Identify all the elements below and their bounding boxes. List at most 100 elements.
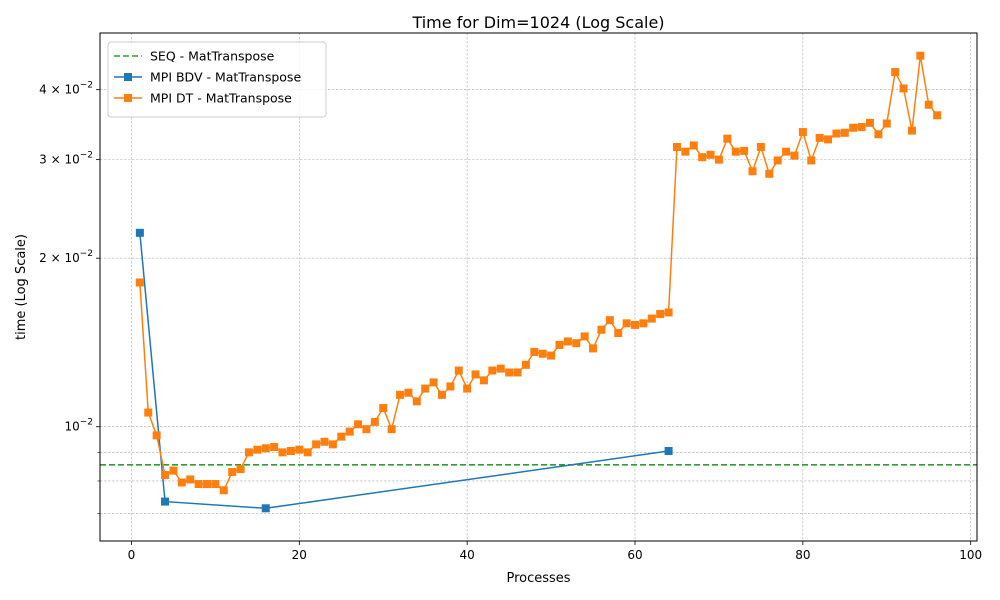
mpi-dt-mattranspose-point	[345, 427, 354, 436]
mpi-dt-mattranspose-point	[924, 100, 933, 109]
mpi-dt-mattranspose-point	[563, 337, 572, 346]
mpi-dt-mattranspose-point	[454, 366, 463, 375]
mpi-dt-mattranspose-point	[295, 445, 304, 454]
mpi-dt-mattranspose-point	[740, 146, 749, 155]
mpi-dt-mattranspose-point	[656, 309, 665, 318]
mpi-dt-mattranspose-point	[547, 351, 556, 360]
x-tick-label: 20	[292, 548, 307, 562]
mpi-dt-mattranspose-point	[664, 308, 673, 317]
mpi-dt-mattranspose-point	[605, 316, 614, 325]
mpi-dt-mattranspose-point	[723, 134, 732, 143]
mpi-dt-mattranspose-point	[144, 408, 153, 417]
mpi-dt-mattranspose-point	[907, 126, 916, 135]
mpi-dt-mattranspose-point	[286, 446, 295, 455]
legend-label-mpi-dt-mattranspose: MPI DT - MatTranspose	[150, 91, 292, 106]
mpi-dt-mattranspose-point	[505, 368, 514, 377]
mpi-dt-mattranspose-point	[824, 135, 833, 144]
mpi-dt-mattranspose-point	[354, 420, 363, 429]
mpi-dt-mattranspose-point	[488, 366, 497, 375]
mpi-bdv-mattranspose-line	[139, 232, 669, 510]
mpi-dt-mattranspose-point	[387, 425, 396, 434]
x-axis-label: Processes	[506, 571, 570, 586]
mpi-dt-mattranspose-point	[882, 119, 891, 128]
mpi-dt-mattranspose-point	[857, 123, 866, 132]
mpi-dt-mattranspose-point	[647, 314, 656, 323]
mpi-dt-mattranspose-point	[815, 133, 824, 142]
mpi-bdv-mattranspose-point	[161, 497, 170, 506]
y-axis-label: time (Log Scale)	[14, 234, 29, 340]
mpi-dt-mattranspose-point	[312, 440, 321, 449]
mpi-dt-mattranspose-point	[161, 470, 170, 479]
mpi-dt-mattranspose-point	[429, 378, 438, 387]
mpi-bdv-mattranspose-point	[261, 504, 270, 513]
legend-label-seq-mattranspose: SEQ - MatTranspose	[150, 49, 275, 64]
mpi-dt-mattranspose-point	[622, 319, 631, 328]
mpi-dt-mattranspose-point	[698, 153, 707, 162]
mpi-bdv-mattranspose-point	[664, 446, 673, 455]
mpi-dt-mattranspose-point	[471, 370, 480, 379]
mpi-dt-mattranspose-point	[203, 480, 212, 489]
mpi-dt-mattranspose-point	[253, 445, 262, 454]
mpi-dt-mattranspose-point	[832, 129, 841, 138]
mpi-dt-mattranspose-point	[496, 364, 505, 373]
mpi-dt-mattranspose-point	[152, 431, 161, 440]
mpi-dt-mattranspose-point	[933, 111, 942, 120]
mpi-dt-mattranspose-point	[337, 432, 346, 441]
mpi-dt-mattranspose-point	[135, 278, 144, 287]
axes-frame	[99, 32, 978, 542]
mpi-dt-mattranspose-point	[396, 390, 405, 399]
legend-marker-mpi-bdv-mattranspose	[124, 73, 132, 81]
mpi-dt-mattranspose-point	[437, 390, 446, 399]
x-tick-label: 80	[795, 548, 810, 562]
legend: SEQ - MatTranspose MPI BDV - MatTranspose…	[107, 41, 327, 118]
mpi-dt-mattranspose-point	[379, 404, 388, 413]
mpi-dt-mattranspose-point	[589, 344, 598, 353]
mpi-dt-mattranspose-point	[320, 437, 329, 446]
y-tick-label: 10−2	[64, 418, 93, 434]
mpi-dt-mattranspose-point	[765, 169, 774, 178]
mpi-dt-mattranspose-point	[303, 448, 312, 457]
mpi-bdv-mattranspose-point	[135, 228, 144, 237]
mpi-dt-mattranspose-point	[756, 142, 765, 151]
mpi-dt-mattranspose-point	[513, 368, 522, 377]
mpi-dt-mattranspose-point	[731, 147, 740, 156]
mpi-dt-mattranspose-point	[244, 448, 253, 457]
mpi-dt-mattranspose-point	[219, 486, 228, 495]
mpi-dt-mattranspose-point	[370, 417, 379, 426]
mpi-dt-mattranspose-point	[538, 349, 547, 358]
axis-ticks: 0 20 40 60 80 100 10−2 2 × 10−2 3 × 10−2 4 × 10−2	[39, 81, 982, 562]
x-tick-label: 60	[627, 548, 642, 562]
mpi-dt-mattranspose-point	[706, 150, 715, 159]
mpi-dt-mattranspose-point	[865, 118, 874, 127]
mpi-dt-mattranspose-point	[614, 329, 623, 338]
mpi-dt-mattranspose-point	[790, 151, 799, 160]
mpi-dt-mattranspose-point	[807, 156, 816, 165]
x-tick-label: 100	[959, 548, 982, 562]
mpi-dt-mattranspose-point	[891, 68, 900, 77]
mpi-dt-mattranspose-point	[463, 384, 472, 393]
mpi-dt-mattranspose-point	[228, 468, 237, 477]
mpi-dt-mattranspose-point	[849, 123, 858, 132]
mpi-dt-mattranspose-point	[572, 339, 581, 348]
mpi-dt-mattranspose-point	[681, 147, 690, 156]
mpi-dt-mattranspose-point	[421, 384, 430, 393]
x-tick-label: 0	[128, 548, 136, 562]
mpi-dt-mattranspose-point	[446, 382, 455, 391]
mpi-dt-mattranspose-point	[748, 167, 757, 176]
mpi-dt-mattranspose-point	[328, 440, 337, 449]
mpi-dt-mattranspose-point	[404, 388, 413, 397]
mpi-dt-mattranspose-point	[362, 425, 371, 434]
mpi-dt-mattranspose-point	[270, 442, 279, 451]
mpi-dt-mattranspose-point	[773, 156, 782, 165]
mpi-dt-mattranspose-point	[639, 319, 648, 328]
mpi-dt-mattranspose-point	[597, 325, 606, 334]
mpi-dt-mattranspose-point	[177, 478, 186, 487]
mpi-dt-mattranspose-point	[631, 320, 640, 329]
mpi-dt-mattranspose-point	[874, 130, 883, 139]
legend-marker-mpi-dt-mattranspose	[124, 94, 132, 102]
mpi-dt-mattranspose-point	[194, 480, 203, 489]
y-tick-label: 4 × 10−2	[39, 81, 93, 97]
mpi-dt-mattranspose-point	[530, 347, 539, 356]
mpi-dt-mattranspose-point	[782, 147, 791, 156]
